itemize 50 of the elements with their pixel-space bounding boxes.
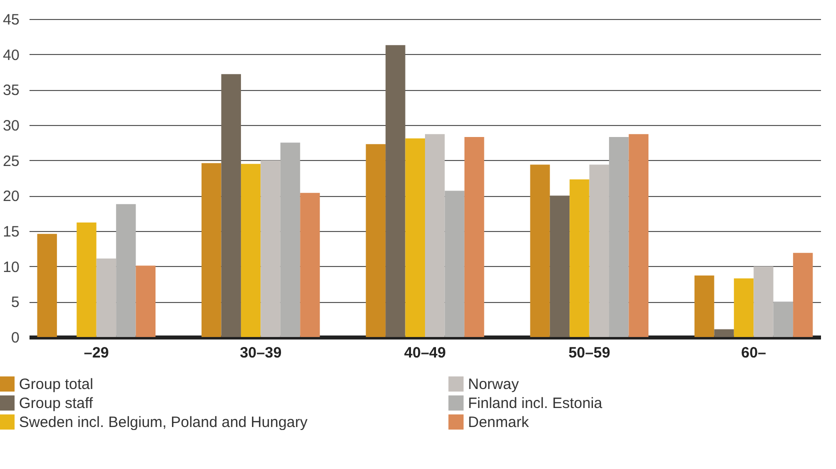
bar: [734, 278, 754, 337]
bar: [773, 302, 794, 337]
y-tick-label: 40: [2, 46, 20, 64]
y-tick-label: 25: [2, 152, 20, 170]
bar: [386, 45, 406, 337]
bar: [221, 74, 241, 337]
legend-label: Finland incl. Estonia: [468, 395, 603, 412]
bar: [754, 266, 774, 337]
bar: [530, 164, 550, 337]
bar: [714, 329, 734, 337]
x-tick-label: 40–49: [404, 344, 446, 362]
bar: [76, 222, 96, 337]
bar: [405, 138, 425, 337]
legend-label: Group staff: [19, 395, 94, 412]
legend-label: Denmark: [468, 414, 530, 431]
bar: [280, 142, 300, 337]
bar: [260, 160, 280, 337]
y-tick-label: 30: [2, 118, 20, 134]
y-tick-label: 0: [11, 330, 20, 346]
bar: [240, 164, 261, 337]
bar: [589, 164, 610, 337]
bar: [96, 258, 116, 337]
y-tick-label: 15: [2, 224, 20, 240]
bar: [444, 190, 464, 337]
bar: [464, 137, 484, 337]
y-tick-label: 20: [2, 188, 20, 206]
bar: [628, 134, 648, 337]
bar: [136, 266, 156, 337]
bar: [570, 179, 590, 337]
bar: [550, 196, 570, 337]
legend-label: Norway: [468, 376, 520, 393]
legend-label: Group total: [19, 376, 94, 393]
y-tick-label: 10: [2, 258, 20, 276]
bar: [694, 276, 714, 337]
bar: [366, 144, 386, 337]
bar: [793, 252, 813, 337]
x-tick-label: –29: [84, 344, 109, 362]
y-tick-label: 5: [11, 294, 20, 312]
y-tick-label: 45: [2, 12, 20, 28]
y-tick-label: 35: [2, 82, 20, 100]
legend-label: Sweden incl. Belgium, Poland and Hungary: [19, 414, 308, 431]
bar: [425, 134, 445, 337]
x-tick-label: 50–59: [568, 344, 610, 362]
bar: [37, 234, 57, 337]
x-tick-label: 30–39: [240, 344, 282, 362]
bar: [116, 204, 136, 337]
bar: [202, 163, 222, 337]
bar: [609, 137, 629, 337]
bar: [300, 192, 320, 337]
x-tick-label: 60–: [741, 344, 766, 362]
